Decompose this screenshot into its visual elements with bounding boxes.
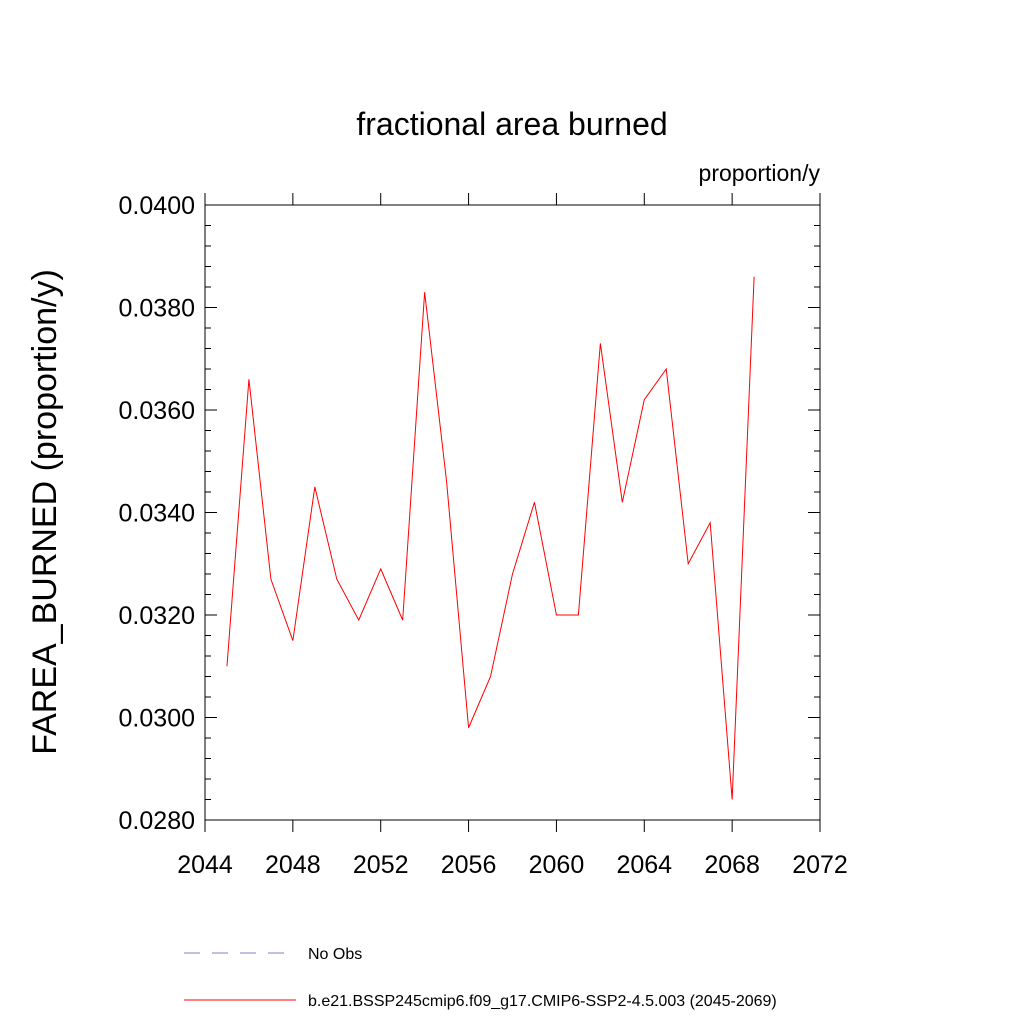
y-tick-label: 0.0400 — [119, 192, 195, 220]
y-tick-label: 0.0360 — [119, 397, 195, 425]
plot-frame — [204, 204, 821, 821]
x-tick-label: 2056 — [441, 851, 497, 879]
x-tick-label: 2044 — [177, 851, 233, 879]
y-tick-label: 0.0340 — [119, 500, 195, 528]
y-tick-label: 0.0280 — [119, 807, 195, 835]
x-tick-label: 2048 — [265, 851, 321, 879]
y-tick-label: 0.0300 — [119, 705, 195, 733]
y-tick-label: 0.0320 — [119, 602, 195, 630]
x-tick-label: 2072 — [792, 851, 848, 879]
y-ticks: 0.0280 0.0300 0.0320 0.0340 0.0360 0.0380 0.04… — [119, 192, 820, 835]
chart-title: fractional area burned — [356, 106, 667, 142]
units-label: proportion/y — [699, 160, 821, 186]
series-line — [226, 276, 755, 800]
legend-label: b.e21.BSSP245cmip6.f09_g17.CMIP6-SSP2-4.… — [308, 993, 777, 1010]
x-tick-label: 2064 — [616, 851, 672, 879]
y-tick-label: 0.0380 — [119, 295, 195, 323]
legend: No Obs b.e21.BSSP245cmip6.f09_g17.CMIP6-S… — [184, 946, 777, 1010]
x-tick-label: 2068 — [704, 851, 760, 879]
x-tick-label: 2060 — [529, 851, 585, 879]
legend-label: No Obs — [308, 946, 362, 963]
x-tick-label: 2052 — [353, 851, 409, 879]
series-layer — [226, 276, 755, 800]
x-ticks: 2044 2048 2052 2056 2060 2064 2068 2072 — [177, 193, 848, 879]
y-axis-label: FAREA_BURNED (proportion/y) — [26, 269, 64, 755]
